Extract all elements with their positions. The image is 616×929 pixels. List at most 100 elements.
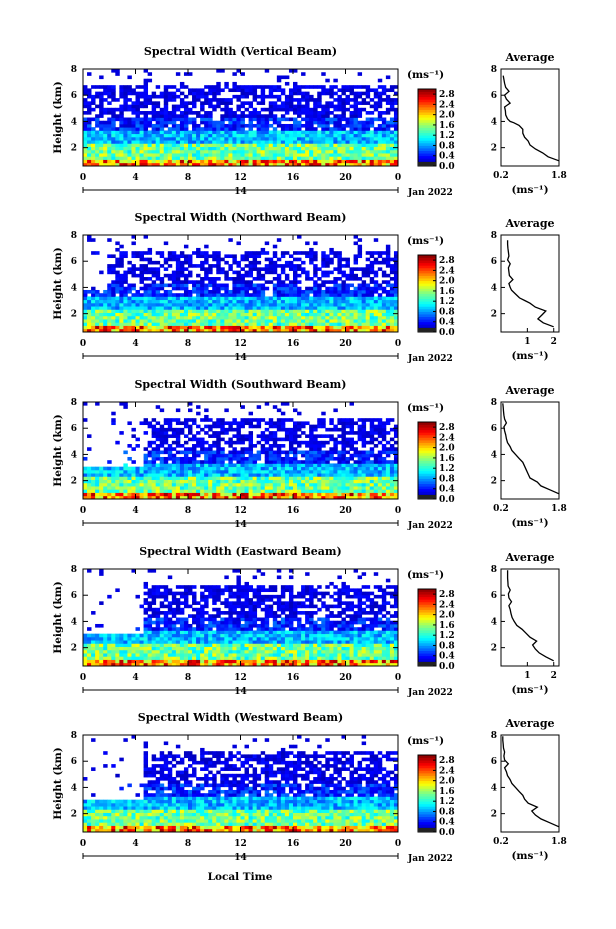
heatmap-cell xyxy=(155,315,161,320)
heatmap-cell xyxy=(309,469,314,474)
heatmap-cell xyxy=(83,469,88,474)
heatmap-cell xyxy=(131,322,136,326)
heatmap-cell xyxy=(353,421,359,426)
heatmap-cell xyxy=(341,111,346,115)
heatmap-cell xyxy=(297,153,302,157)
heatmap-cell xyxy=(228,453,233,458)
heatmap-cell xyxy=(224,149,229,154)
heatmap-cell xyxy=(244,123,249,128)
heatmap-cell xyxy=(329,312,334,317)
heatmap-cell xyxy=(393,254,399,259)
heatmap-cell xyxy=(196,444,201,448)
heatmap-cell xyxy=(389,267,395,271)
heatmap-cell xyxy=(252,277,258,281)
heatmap-cell xyxy=(264,476,270,480)
heatmap-cell xyxy=(139,299,144,304)
heatmap-cell xyxy=(171,463,177,468)
heatmap-cell xyxy=(248,447,254,451)
heatmap-cell xyxy=(192,88,197,93)
heatmap-cell xyxy=(280,315,286,320)
heatmap-cell xyxy=(317,156,322,160)
heatmap-cell xyxy=(167,306,173,310)
heatmap-cell xyxy=(200,466,205,471)
heatmap-cell xyxy=(309,247,314,252)
heatmap-cell xyxy=(192,111,197,115)
heatmap-cell xyxy=(175,277,181,281)
heatmap-cell xyxy=(127,489,132,493)
heatmap-cell xyxy=(240,140,245,144)
heatmap-cell xyxy=(159,283,165,288)
heatmap-cell xyxy=(196,431,201,435)
heatmap-cell xyxy=(183,495,189,500)
heatmap-cell xyxy=(224,325,229,330)
heatmap-cell xyxy=(147,277,153,281)
heatmap-cell xyxy=(167,325,173,330)
heatmap-cell xyxy=(107,299,112,304)
heatmap-cell xyxy=(103,302,108,307)
heatmap-cell xyxy=(341,427,346,432)
heatmap-cell xyxy=(381,322,387,326)
heatmap-cell xyxy=(179,482,185,487)
heatmap-cell xyxy=(228,427,233,432)
heatmap-cell xyxy=(256,405,262,409)
heatmap-cell xyxy=(361,302,367,307)
heatmap-cell xyxy=(83,296,88,301)
heatmap-cell xyxy=(87,143,92,147)
heatmap-cell xyxy=(309,309,314,313)
heatmap-cell xyxy=(268,450,274,455)
heatmap-cell xyxy=(244,319,249,323)
heatmap-cell xyxy=(127,120,132,125)
heatmap-cell xyxy=(220,101,225,105)
heatmap-cell xyxy=(317,447,322,451)
heatmap-cell xyxy=(228,133,233,138)
heatmap-cell xyxy=(301,72,306,76)
heatmap-cell xyxy=(200,296,205,301)
heatmap-cell xyxy=(200,156,205,160)
heatmap-cell xyxy=(272,421,278,426)
heatmap-cell xyxy=(111,319,116,323)
heatmap-cell xyxy=(373,444,379,448)
heatmap-cell xyxy=(143,123,149,128)
heatmap-cell xyxy=(313,325,318,330)
heatmap-cell xyxy=(212,325,217,330)
heatmap-cell xyxy=(196,123,201,128)
heatmap-cell xyxy=(361,456,367,461)
heatmap-cell xyxy=(297,309,302,313)
heatmap-cell xyxy=(309,302,314,307)
heatmap-cell xyxy=(377,114,383,118)
heatmap-cell xyxy=(305,309,310,313)
heatmap-cell xyxy=(99,306,104,310)
heatmap-cell xyxy=(196,146,201,151)
heatmap-cell xyxy=(236,479,241,484)
heatmap-cell xyxy=(192,104,197,109)
heatmap-cell xyxy=(151,156,157,160)
heatmap-cell xyxy=(389,312,395,317)
heatmap-cell xyxy=(345,460,350,464)
colorbar-segment xyxy=(418,114,436,118)
heatmap-cell xyxy=(268,424,274,429)
heatmap-cell xyxy=(284,107,290,112)
heatmap-cell xyxy=(244,140,249,144)
heatmap-cell xyxy=(151,486,157,490)
heatmap-cell xyxy=(325,270,330,275)
heatmap-cell xyxy=(264,325,270,330)
heatmap-cell xyxy=(111,117,116,122)
heatmap-cell xyxy=(252,140,258,144)
heatmap-cell xyxy=(167,127,173,131)
heatmap-cell xyxy=(139,111,144,115)
heatmap-cell xyxy=(293,460,298,464)
heatmap-cell xyxy=(365,479,371,484)
heatmap-cell xyxy=(244,133,249,138)
heatmap-cell xyxy=(131,286,136,291)
heatmap-cell xyxy=(83,319,88,323)
heatmap-cell xyxy=(389,107,395,112)
heatmap-cell xyxy=(103,469,108,474)
heatmap-cell xyxy=(301,306,306,310)
heatmap-cell xyxy=(188,136,193,141)
heatmap-cell xyxy=(107,473,112,477)
heatmap-cell xyxy=(200,143,205,147)
heatmap-cell xyxy=(248,159,254,164)
heatmap-cell xyxy=(248,286,254,291)
heatmap-cell xyxy=(260,162,266,167)
heatmap-cell xyxy=(313,315,318,320)
